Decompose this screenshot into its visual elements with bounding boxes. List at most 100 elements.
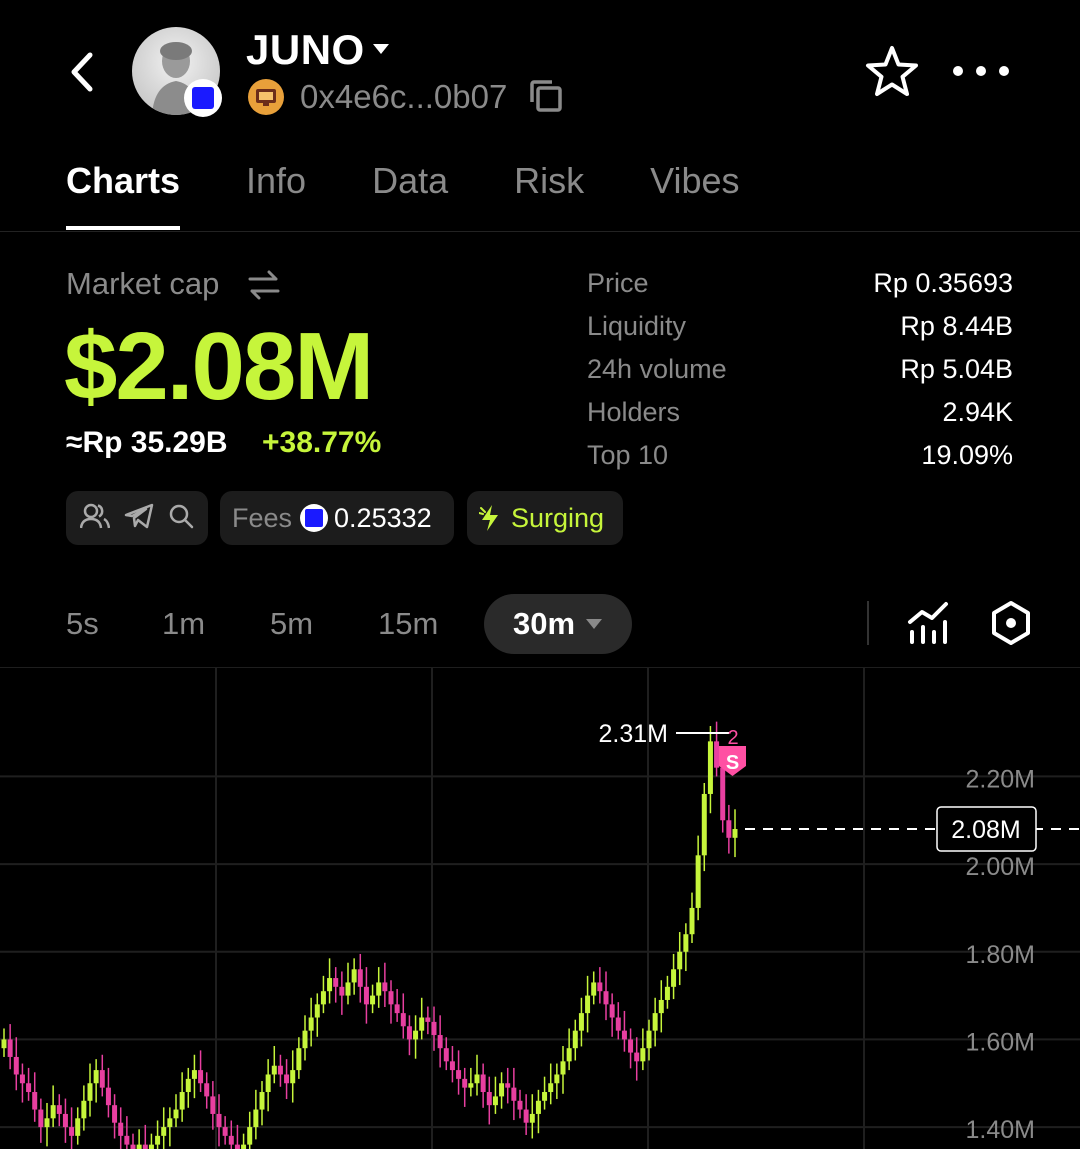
candle-body	[142, 1144, 148, 1149]
stat-label: 24h volume	[587, 354, 727, 384]
back-button[interactable]	[62, 48, 102, 96]
social-links	[66, 491, 208, 545]
candle-body	[480, 1074, 486, 1093]
timeframe-15m[interactable]: 15m	[378, 606, 439, 641]
stat-value: Rp 5.04B	[900, 354, 1013, 384]
candle-body	[26, 1083, 32, 1093]
surging-label: Surging	[511, 502, 605, 533]
stat-label: Liquidity	[587, 311, 687, 341]
candle-body	[388, 991, 394, 1005]
bolt-icon	[479, 504, 501, 532]
timeframe-5m[interactable]: 5m	[270, 606, 314, 641]
candle-body	[179, 1092, 185, 1110]
candle-body	[284, 1074, 290, 1084]
candle-body	[572, 1030, 578, 1049]
telegram-icon[interactable]	[124, 503, 154, 534]
candle-body	[253, 1109, 259, 1128]
settings-hexagon-icon[interactable]	[988, 600, 1034, 651]
candle-body	[683, 934, 689, 952]
candle-body	[38, 1109, 44, 1128]
candle-body	[578, 1013, 584, 1031]
candle-body	[542, 1092, 548, 1101]
tab-vibes[interactable]: Vibes	[650, 160, 740, 201]
chain-logo-badge	[184, 79, 222, 117]
candle-body	[646, 1030, 652, 1049]
stat-label: Price	[587, 268, 649, 298]
token-name[interactable]: JUNO	[246, 26, 365, 73]
indicators-icon[interactable]	[906, 600, 950, 651]
candle-body	[247, 1127, 253, 1145]
candle-body	[425, 1017, 431, 1022]
y-tick-label: 1.40M	[966, 1116, 1035, 1144]
candle-body	[167, 1118, 173, 1128]
candle-body	[339, 986, 345, 996]
candle-body	[50, 1105, 56, 1119]
star-icon[interactable]	[864, 44, 920, 105]
candle-body	[726, 820, 732, 838]
stat-row: Top 10 19.09%	[587, 434, 1013, 477]
market-cap-label: Market cap	[66, 266, 220, 301]
candle-body	[290, 1070, 296, 1084]
swap-icon[interactable]	[247, 270, 281, 305]
candle-body	[382, 982, 388, 992]
divider	[0, 231, 1080, 232]
candle-body	[449, 1061, 455, 1071]
tab-charts[interactable]: Charts	[66, 160, 181, 230]
candle-body	[677, 951, 683, 970]
candle-body	[216, 1113, 222, 1128]
stat-row: Liquidity Rp 8.44B	[587, 305, 1013, 348]
timeframe-5s[interactable]: 5s	[66, 606, 99, 641]
fees-label: Fees	[232, 502, 293, 533]
timeframe-1m[interactable]: 1m	[162, 606, 206, 641]
copy-icon[interactable]	[528, 78, 564, 119]
high-price-label: 2.31M	[599, 720, 668, 748]
candle-body	[695, 855, 701, 908]
candle-body	[136, 1144, 142, 1149]
tab-info[interactable]: Info	[246, 160, 307, 201]
candle-body	[161, 1127, 167, 1136]
candle-body	[191, 1070, 197, 1079]
tab-bar: Charts Info Data Risk Vibes	[66, 160, 806, 230]
search-icon[interactable]	[168, 503, 194, 534]
y-tick-label: 1.80M	[966, 941, 1035, 969]
candle-body	[486, 1092, 492, 1106]
candle-body	[81, 1100, 87, 1119]
candle-body	[56, 1105, 62, 1114]
stat-label: Holders	[587, 397, 681, 427]
candle-body	[609, 1004, 615, 1018]
trade-marker-count: 2	[727, 727, 738, 749]
token-address: 0x4e6c...0b07	[300, 78, 508, 115]
candle-body	[296, 1048, 302, 1071]
candle-body	[640, 1048, 646, 1062]
tab-data[interactable]: Data	[372, 160, 449, 201]
more-icon[interactable]	[950, 62, 1012, 85]
candle-body	[732, 829, 738, 838]
stat-label: Top 10	[587, 440, 669, 470]
chevron-down-icon	[586, 619, 603, 629]
trade-marker-s[interactable]	[719, 746, 746, 776]
candle-body	[173, 1109, 179, 1119]
tab-risk[interactable]: Risk	[514, 160, 585, 201]
stat-row: Holders 2.94K	[587, 391, 1013, 434]
token-stats: Price Rp 0.35693 Liquidity Rp 8.44B 24h vo…	[587, 262, 1013, 477]
chain-coin-icon	[300, 504, 329, 532]
candle-body	[320, 991, 326, 1005]
candle-body	[130, 1144, 136, 1149]
candle-body	[431, 1021, 437, 1036]
candle-body	[357, 969, 363, 987]
surging-badge[interactable]: Surging	[467, 491, 623, 545]
candle-body	[376, 982, 382, 996]
candle-body	[87, 1083, 93, 1101]
candle-body	[591, 982, 597, 996]
candle-body	[75, 1118, 81, 1136]
stat-value: 2.94K	[942, 397, 1013, 427]
candle-body	[32, 1092, 38, 1110]
candle-body	[597, 982, 603, 992]
timeframe-30m[interactable]: 30m	[484, 594, 632, 654]
candle-body	[462, 1078, 468, 1088]
candle-body	[69, 1127, 75, 1136]
price-chart[interactable]: 2.20M 2.00M 1.80M 1.60M 1.40M 2.08M 2.31M 2 S	[0, 668, 1080, 1149]
chevron-down-icon[interactable]	[372, 42, 390, 60]
community-icon[interactable]	[79, 502, 111, 535]
fees-badge[interactable]: Fees 0.25332	[220, 491, 454, 545]
